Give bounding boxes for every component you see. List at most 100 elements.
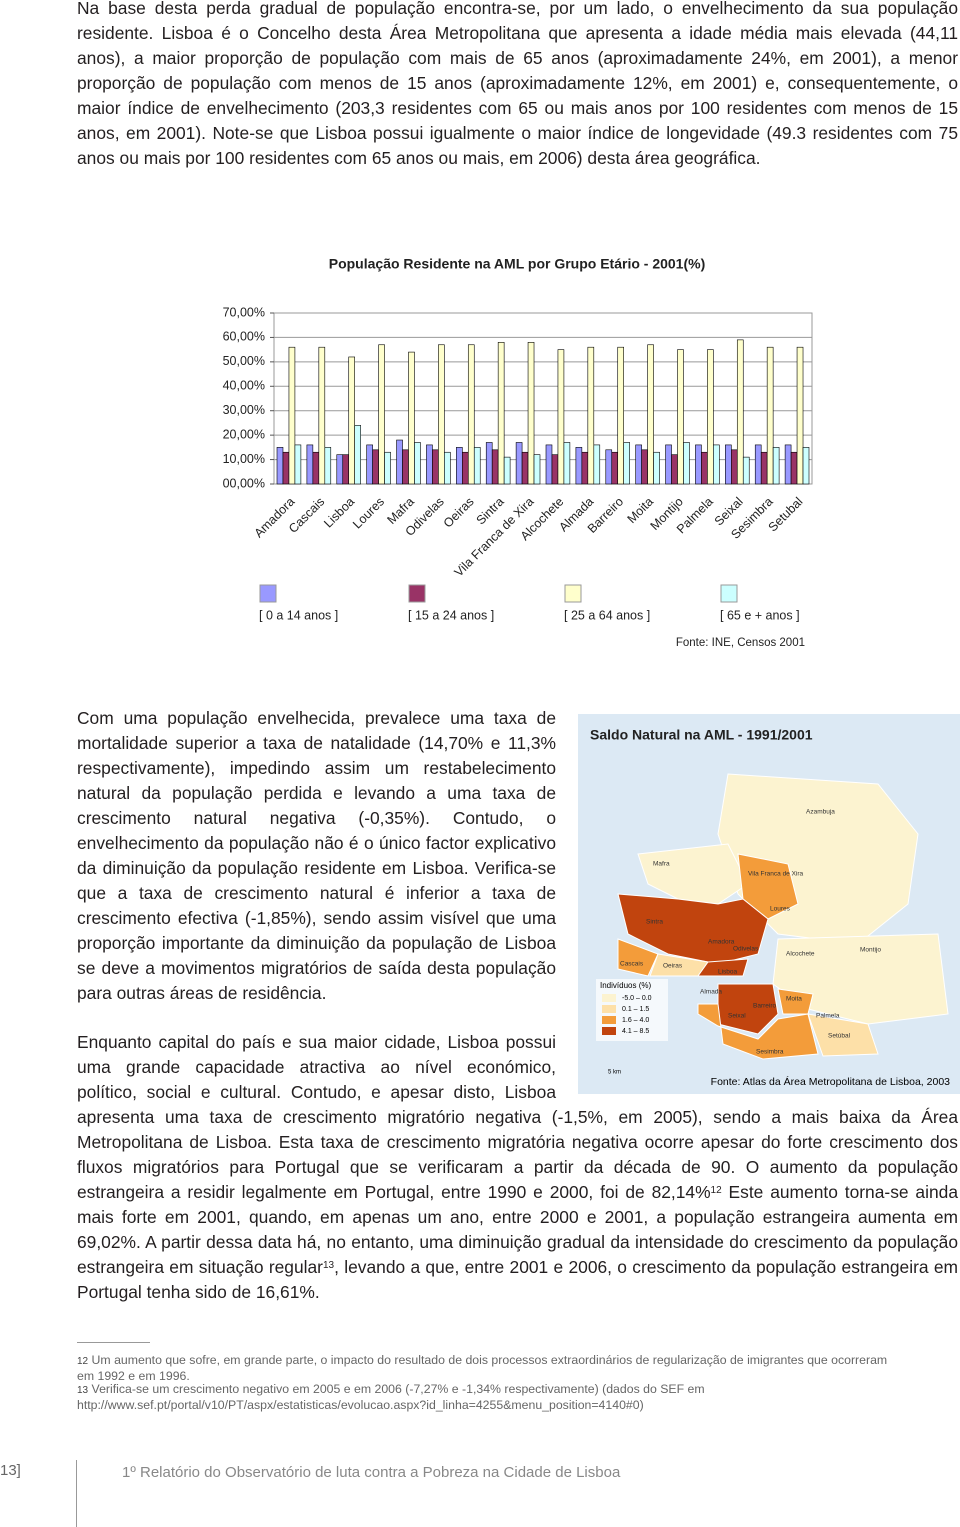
plot-area	[273, 312, 813, 485]
map-legend-swatch	[602, 1027, 616, 1035]
paragraph: Com uma população envelhecida, prevalece…	[77, 708, 556, 1003]
bar	[653, 451, 660, 485]
place-label: Mafra	[653, 861, 670, 868]
map-source: Fonte: Atlas da Área Metropolitana de Li…	[711, 1075, 950, 1088]
footnote-text: Um aumento que sofre, em grande parte, o…	[77, 1353, 888, 1383]
bar	[563, 442, 571, 485]
place-label: Barreiro	[753, 1003, 777, 1010]
map: Saldo Natural na AML - 1991/2001 Azambuj…	[578, 714, 960, 1094]
bar	[342, 454, 350, 485]
note-ref: 12	[710, 1185, 722, 1196]
legend-label: [ 15 a 24 anos ]	[408, 608, 494, 622]
bar	[725, 444, 732, 485]
place-label: Palmela	[816, 1013, 840, 1020]
bar	[754, 444, 762, 485]
place-label: Alcochete	[786, 951, 815, 958]
note-ref: 13	[322, 1260, 335, 1271]
footnote-rule	[77, 1342, 150, 1343]
bar	[695, 444, 702, 485]
place-label: Seixal	[728, 1013, 746, 1020]
bar	[617, 346, 624, 485]
footnote-number: 12	[77, 1356, 89, 1367]
bar	[587, 346, 595, 485]
bar	[408, 351, 415, 485]
text: Este aumento torna-se ainda mais forte e…	[77, 1182, 958, 1277]
x-tick-label: Lisboa	[321, 495, 357, 531]
place-label: Almada	[700, 989, 722, 996]
legend-label: [ 65 e + anos ]	[720, 608, 800, 622]
legend-label: [ 25 a 64 anos ]	[564, 608, 650, 622]
map-legend-label: 0.1 – 1.5	[622, 1006, 649, 1013]
bar	[760, 451, 768, 485]
map-legend-swatch	[602, 994, 616, 1002]
bar	[742, 456, 750, 485]
chart: População Residente na AML por Grupo Etá…	[223, 256, 813, 649]
paragraph: Enquanto capital do país e sua maior cid…	[77, 1030, 958, 1305]
place-label: Vila Franca de Xira	[748, 871, 804, 878]
bar	[467, 344, 475, 485]
bar	[802, 447, 810, 485]
text: , levando a que, entre 2001 e 2006, o cr…	[77, 1257, 958, 1302]
bar	[641, 449, 648, 485]
bar	[324, 447, 332, 485]
bar	[515, 442, 523, 485]
bar	[521, 451, 529, 485]
bar	[581, 451, 589, 485]
map-legend-swatch	[602, 1016, 616, 1024]
bar	[485, 442, 493, 485]
map-region	[697, 958, 749, 977]
bar	[396, 439, 403, 485]
bar	[348, 356, 355, 485]
bar	[623, 442, 630, 485]
map-legend-label: -5.0 – 0.0	[622, 995, 652, 1002]
bar	[456, 447, 463, 485]
legend-swatch	[564, 584, 582, 603]
bar	[635, 444, 642, 485]
place-label: Loures	[770, 906, 791, 913]
y-tick-label: 70,00%	[223, 305, 265, 319]
bar	[288, 346, 296, 485]
legend-label: [ 0 a 14 anos ]	[259, 608, 338, 622]
y-tick-label: 10,00%	[223, 452, 265, 466]
place-label: Oeiras	[663, 963, 683, 970]
wrap-block: Saldo Natural na AML - 1991/2001 Azambuj…	[77, 706, 960, 1305]
map-region	[617, 893, 769, 965]
legend-swatch	[259, 584, 277, 603]
bar	[731, 449, 738, 485]
bar	[294, 444, 302, 485]
place-label: Moita	[786, 996, 802, 1003]
bar	[784, 444, 792, 485]
bar	[438, 344, 445, 485]
y-tick-label: 30,00%	[223, 403, 265, 417]
bar	[414, 442, 421, 485]
bar	[683, 442, 690, 485]
bar	[444, 451, 451, 485]
place-label: Setúbal	[828, 1033, 851, 1040]
footer-rule	[76, 1460, 77, 1527]
bar	[701, 451, 708, 485]
bar	[336, 454, 344, 485]
bar	[426, 444, 433, 485]
x-tick-label: Amadora	[252, 495, 298, 541]
map-region	[617, 938, 659, 977]
bar	[473, 447, 481, 485]
bar	[491, 449, 499, 485]
bar	[772, 447, 780, 485]
place-label: Sintra	[646, 919, 663, 926]
footnote: 12 Um aumento que sofre, em grande parte…	[77, 1353, 897, 1383]
bar	[665, 444, 672, 485]
bar	[593, 444, 601, 485]
bar	[318, 346, 326, 485]
bar	[354, 425, 361, 485]
bar	[766, 346, 774, 485]
map-legend-label: 1.6 – 4.0	[622, 1017, 649, 1024]
map-legend-title: Indivíduos (%)	[600, 981, 651, 990]
bar	[545, 444, 553, 485]
bar	[796, 346, 804, 485]
footnote-number: 13	[77, 1385, 89, 1396]
bar	[533, 454, 541, 485]
bar	[557, 349, 565, 485]
map-scale: 5 km	[608, 1070, 621, 1076]
place-label: Lisboa	[718, 969, 738, 976]
footnote: 13 Verifica-se um crescimento negativo e…	[77, 1382, 897, 1412]
